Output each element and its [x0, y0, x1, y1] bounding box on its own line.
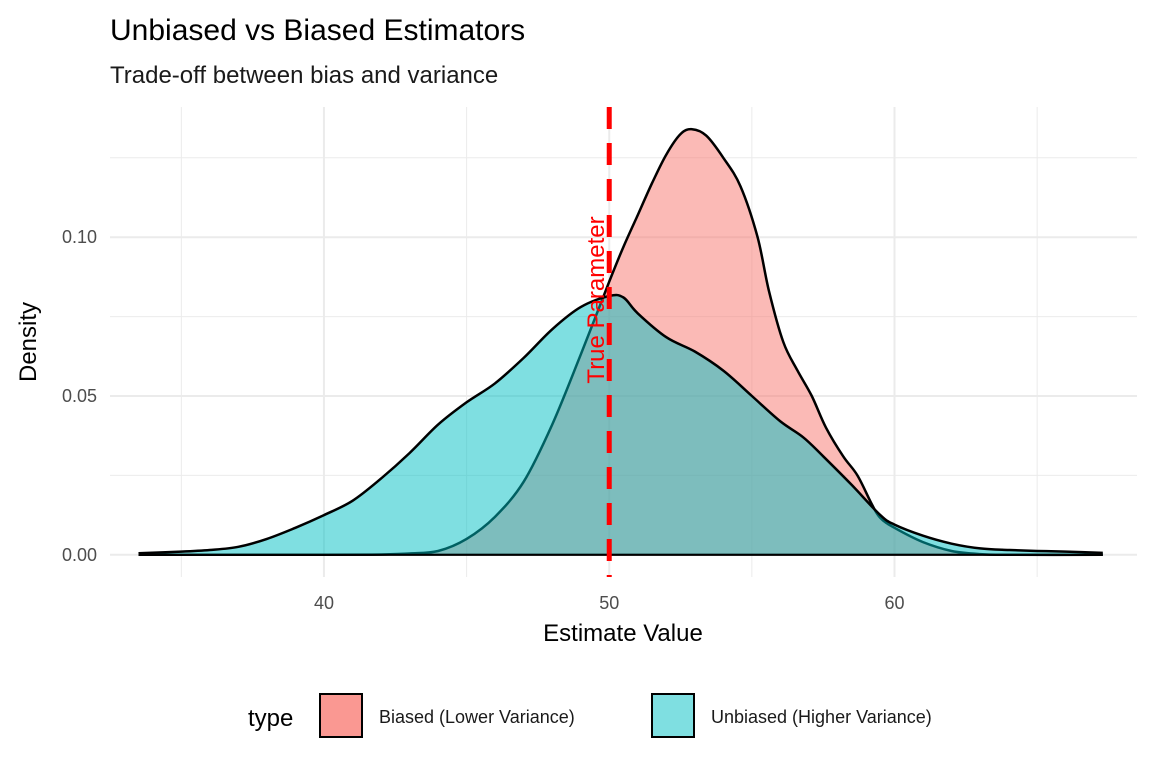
- legend-label-biased: Biased (Lower Variance): [379, 707, 575, 727]
- legend: type Biased (Lower Variance) Unbiased (H…: [248, 693, 932, 738]
- density-areas: [138, 127, 1103, 557]
- x-tick-label: 60: [884, 593, 904, 613]
- x-tick-label: 40: [314, 593, 334, 613]
- legend-title: type: [248, 705, 293, 732]
- x-tick-label: 50: [599, 593, 619, 613]
- legend-swatch-biased: [319, 693, 363, 738]
- x-axis-title: Estimate Value: [543, 620, 703, 647]
- density-outline-unbiased: [138, 293, 1103, 555]
- y-tick-label: 0.05: [62, 386, 97, 406]
- axis-ticks: 40 50 60 0.00 0.05 0.10: [62, 227, 905, 613]
- y-axis-title: Density: [15, 302, 42, 382]
- legend-swatch-unbiased: [651, 693, 695, 738]
- density-area-unbiased: [138, 295, 1103, 555]
- chart-title: Unbiased vs Biased Estimators: [110, 14, 525, 47]
- true-parameter-label: True Parameter: [583, 216, 610, 383]
- y-tick-label: 0.00: [62, 545, 97, 565]
- y-tick-label: 0.10: [62, 227, 97, 247]
- chart-subtitle: Trade-off between bias and variance: [110, 62, 498, 89]
- legend-label-unbiased: Unbiased (Higher Variance): [711, 707, 932, 727]
